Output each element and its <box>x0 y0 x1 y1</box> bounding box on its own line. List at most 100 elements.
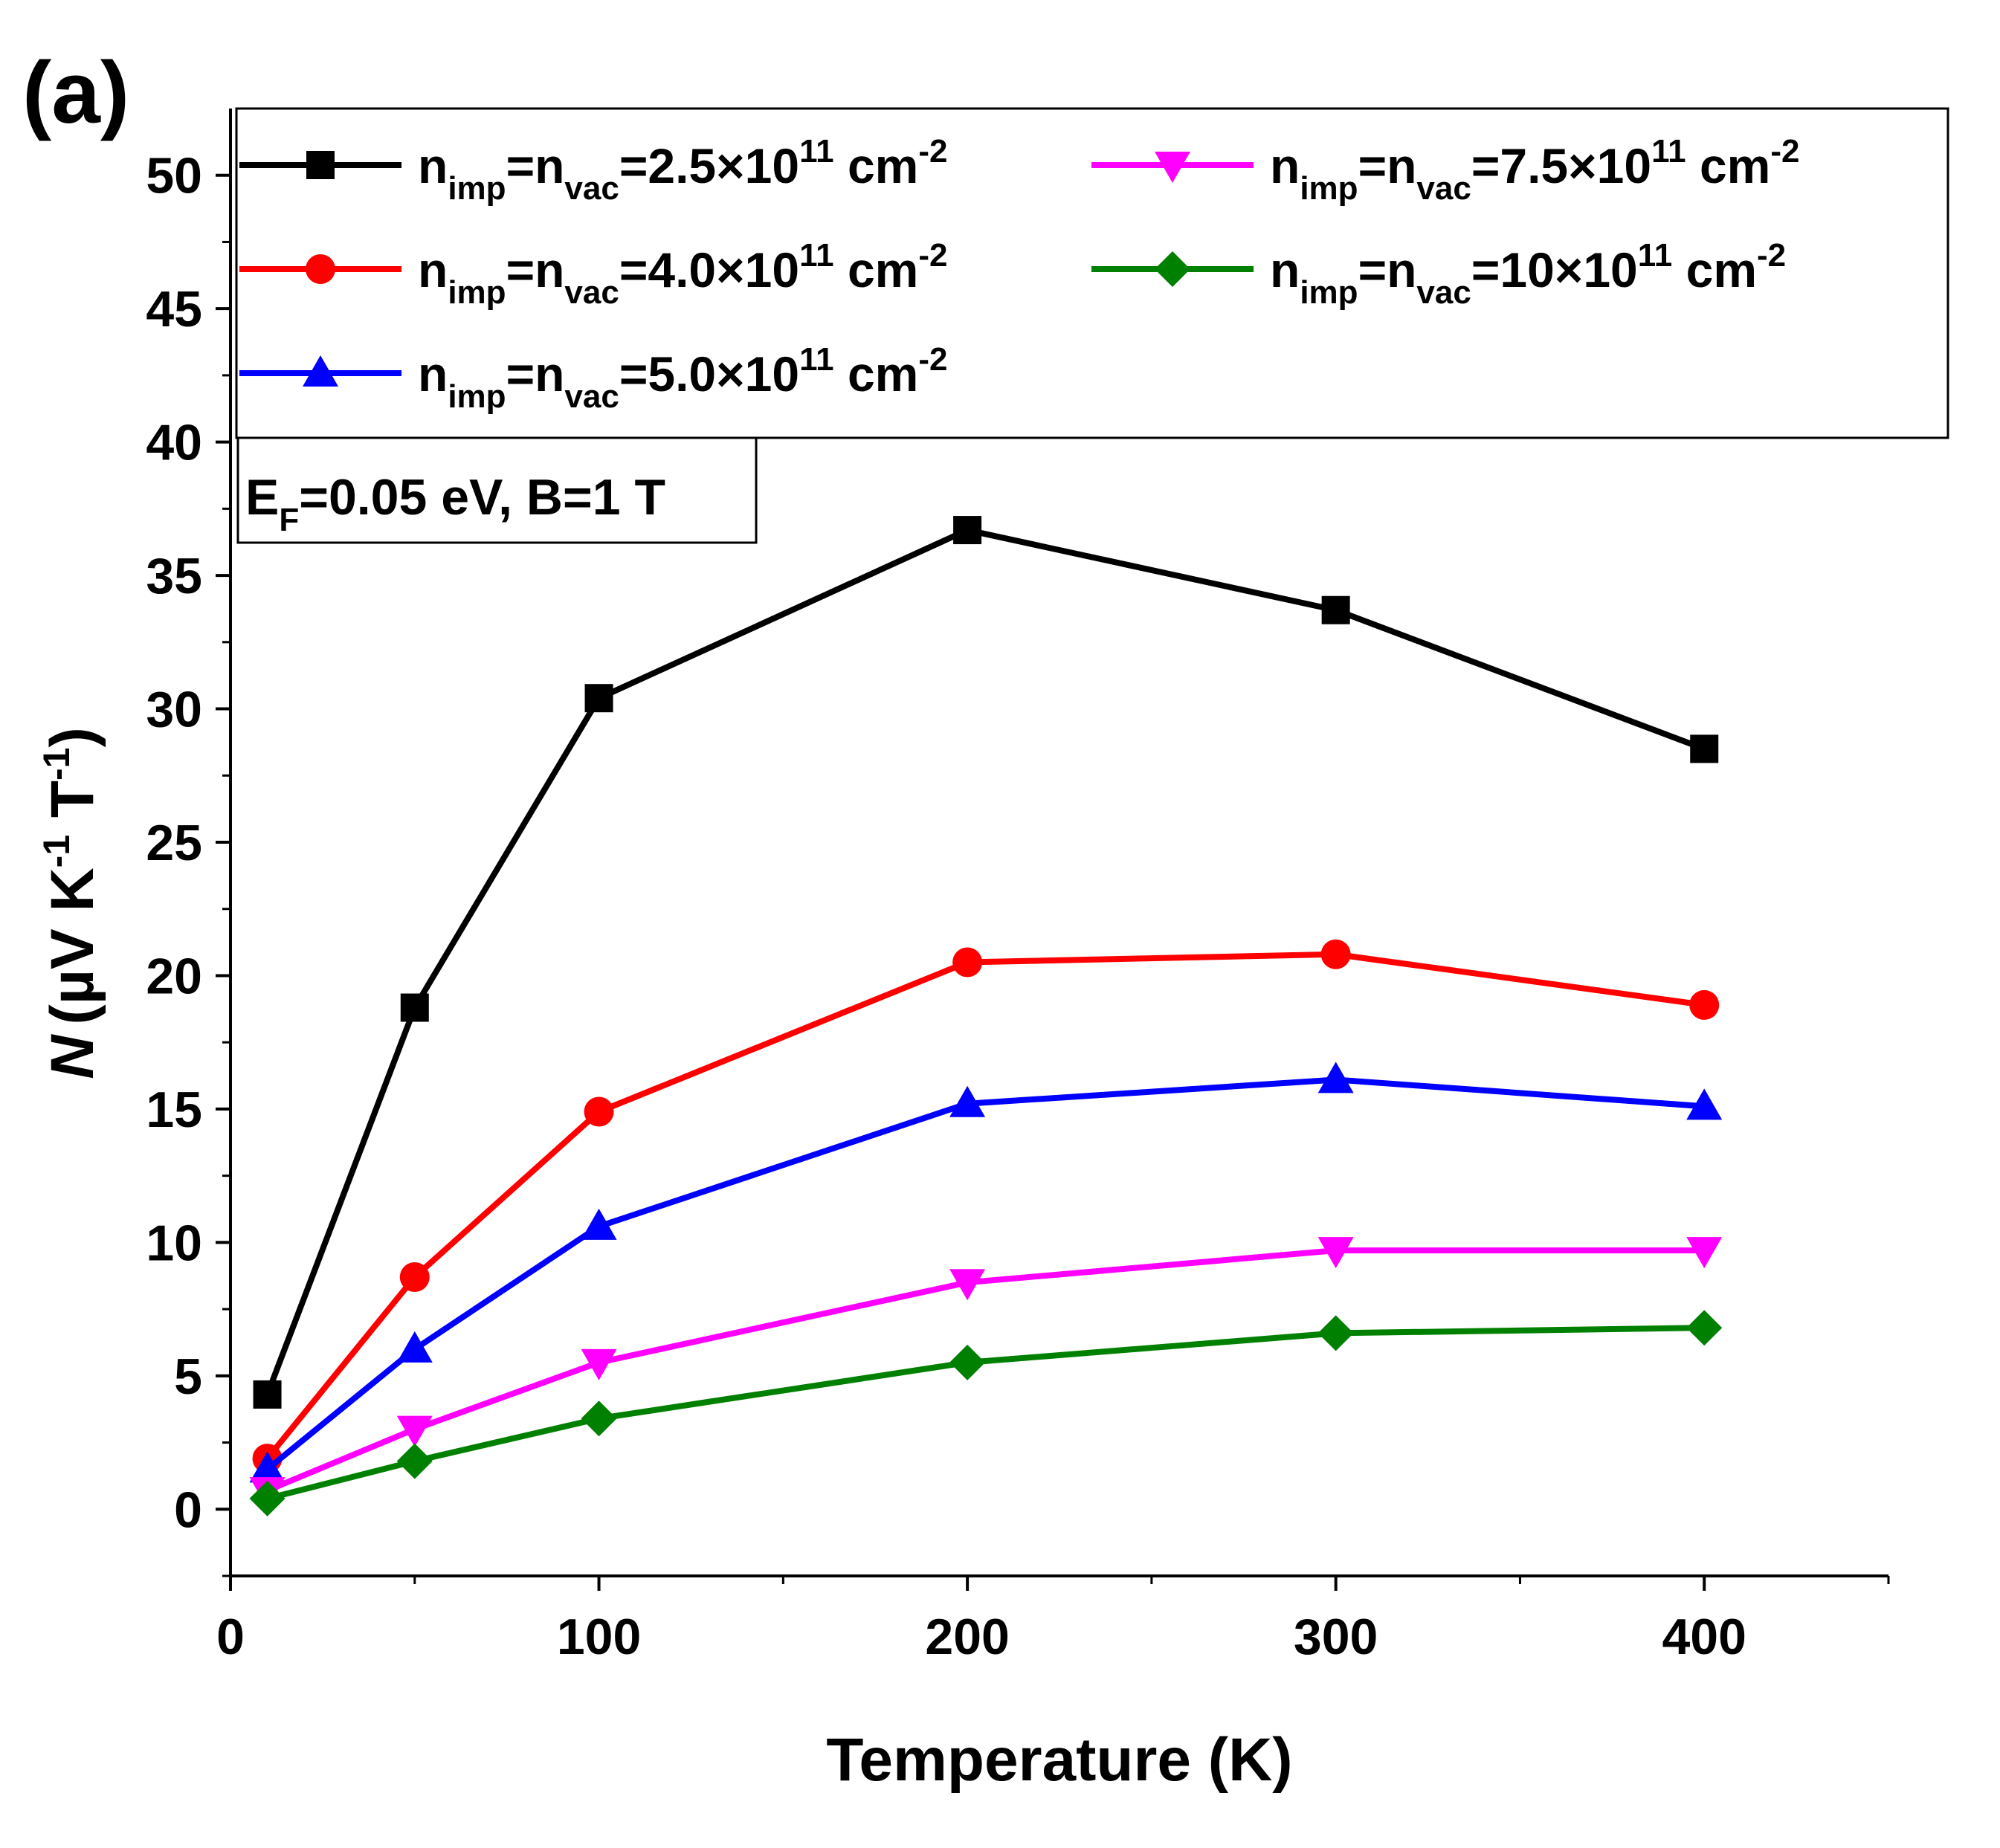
legend-label: nimp=nvac=2.5×1011 cm-2 <box>418 133 947 207</box>
x-axis-label: Temperature (K) <box>826 1726 1292 1794</box>
legend-label-part: cm <box>834 138 919 193</box>
legend-label-part: =2.5×10 <box>619 138 799 193</box>
series-layer <box>249 516 1723 1516</box>
y-axis-unit-mid: T <box>39 781 106 835</box>
series-line <box>266 1325 1705 1502</box>
data-point <box>581 1208 617 1240</box>
legend-label-part: -2 <box>918 133 947 169</box>
legend-label-part: n <box>1270 138 1300 193</box>
data-point <box>1686 1237 1723 1269</box>
series-5.0 <box>249 1062 1723 1483</box>
legend-label-part: imp <box>448 170 506 207</box>
legend-label-part: vac <box>564 378 619 415</box>
legend-label-part: =n <box>1358 242 1417 297</box>
legend-label-part: imp <box>448 378 506 415</box>
legend-label-part: =4.0×10 <box>619 242 799 297</box>
legend-entry-4.0: nimp=nvac=4.0×1011 cm-2 <box>239 237 947 311</box>
legend-label-part: 11 <box>799 341 834 378</box>
data-point <box>952 947 983 978</box>
legend-label-part: cm <box>834 346 919 401</box>
y-axis-unit-exp1: -1 <box>36 835 77 868</box>
legend-label-part: =7.5×10 <box>1471 138 1651 193</box>
legend-label-part: imp <box>448 274 506 311</box>
series-7.5 <box>249 1237 1723 1509</box>
legend-label: nimp=nvac=7.5×1011 cm-2 <box>1270 133 1799 207</box>
y-axis-label: N(µV K-1 T-1) <box>36 727 106 1079</box>
legend-label-part: vac <box>564 170 619 207</box>
data-point <box>953 516 982 545</box>
y-tick-label: 40 <box>146 415 202 471</box>
annotation-text: EF=0.05 eV, B=1 T <box>245 469 665 538</box>
data-point <box>581 1348 617 1380</box>
series-line <box>266 1247 1705 1493</box>
data-point <box>399 1262 430 1293</box>
y-tick-label: 10 <box>146 1215 202 1271</box>
legend-entry-5.0: nimp=nvac=5.0×1011 cm-2 <box>239 341 947 415</box>
data-point <box>1689 989 1720 1020</box>
legend-label-part: -2 <box>918 237 947 274</box>
legend-marker <box>306 254 335 284</box>
legend-marker <box>306 151 335 179</box>
annotation-e: E <box>245 469 279 526</box>
data-point <box>949 1344 986 1380</box>
legend-label-part: =n <box>506 242 565 297</box>
data-point <box>949 1269 986 1301</box>
legend-label-part: n <box>418 242 448 297</box>
y-tick-label: 20 <box>146 948 202 1004</box>
data-point <box>396 1443 433 1479</box>
annotation-frame <box>236 436 758 544</box>
legend-marker <box>1155 251 1190 287</box>
data-point <box>1690 734 1719 763</box>
y-axis-unit-suffix: ) <box>39 727 106 747</box>
legend-label-part: 11 <box>799 133 834 169</box>
annotation-value: =0.05 eV, B=1 T <box>299 469 665 526</box>
legend-label-part: -2 <box>1757 237 1786 274</box>
data-point <box>584 1096 614 1127</box>
data-point <box>400 993 429 1022</box>
data-point <box>396 1331 433 1363</box>
legend-entry-2.5: nimp=nvac=2.5×1011 cm-2 <box>239 133 947 207</box>
legend-label-part: cm <box>1686 138 1771 193</box>
data-point <box>1317 1315 1354 1351</box>
legend-label-part: cm <box>834 242 919 297</box>
legend-label-part: =n <box>506 138 565 193</box>
data-point <box>584 684 613 713</box>
data-point <box>1317 1237 1354 1269</box>
legend-label-part: 11 <box>799 237 834 274</box>
y-tick-label: 35 <box>146 548 202 604</box>
series-10 <box>249 1310 1723 1516</box>
legend-label-part: 11 <box>1651 133 1686 169</box>
x-tick-label: 400 <box>1662 1609 1746 1665</box>
legend-label: nimp=nvac=4.0×1011 cm-2 <box>418 237 947 311</box>
data-point <box>1320 939 1351 969</box>
axis-ticks <box>216 173 1890 1591</box>
legend-entry-10: nimp=nvac=10×1011 cm-2 <box>1091 237 1786 311</box>
legend-label-part: -2 <box>918 341 947 378</box>
legend-label-part: =5.0×10 <box>619 346 799 401</box>
data-point <box>1321 595 1350 624</box>
y-tick-label: 30 <box>146 682 202 738</box>
x-tick-label: 200 <box>925 1609 1009 1665</box>
x-tick-label: 100 <box>557 1609 641 1665</box>
legend-label-part: =n <box>506 346 565 401</box>
y-tick-label: 15 <box>146 1082 202 1138</box>
data-point <box>249 1451 286 1483</box>
series-4.0 <box>252 939 1720 1474</box>
legend-label-part: =n <box>1358 138 1417 193</box>
data-point <box>1686 1310 1723 1346</box>
legend-entry-7.5: nimp=nvac=7.5×1011 cm-2 <box>1091 133 1799 207</box>
data-point <box>396 1415 433 1447</box>
series-line <box>265 1076 1705 1472</box>
legend-label-part: =10×10 <box>1471 242 1638 297</box>
legend-label-part: cm <box>1672 242 1757 297</box>
y-tick-label: 0 <box>174 1482 202 1538</box>
x-tick-label: 300 <box>1294 1609 1378 1665</box>
y-tick-label: 5 <box>174 1348 202 1405</box>
data-point <box>253 1380 282 1409</box>
legend-label-part: imp <box>1300 274 1358 311</box>
panel-label: (a) <box>22 44 129 142</box>
axis-tick-labels: 0 100 200 300 400 0 5 10 15 20 25 30 35 40 45 50 <box>146 148 1746 1665</box>
data-point <box>949 1085 986 1117</box>
series-line <box>264 527 1706 1396</box>
